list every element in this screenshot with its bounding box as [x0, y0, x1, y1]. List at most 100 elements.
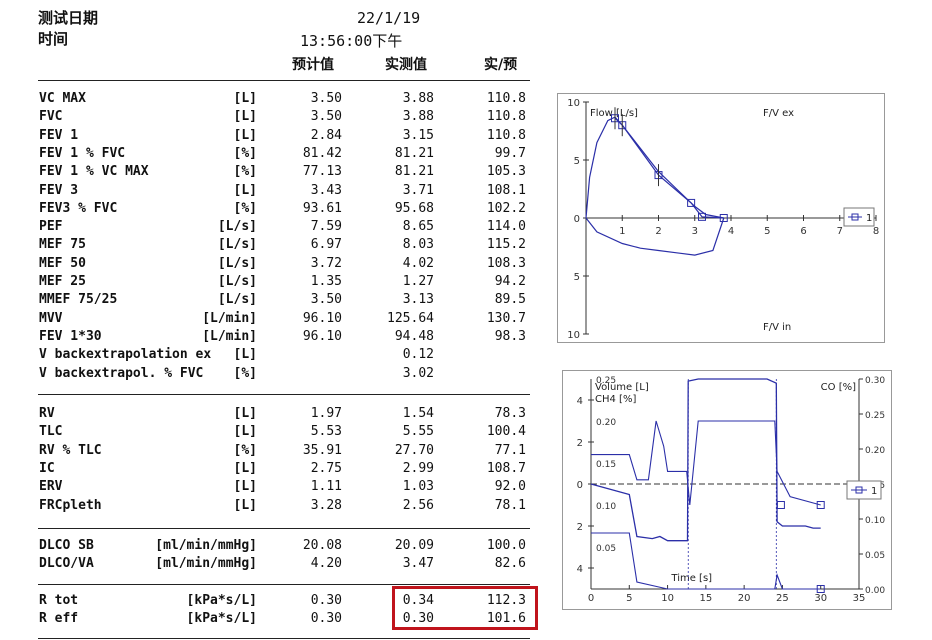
series-line: [614, 117, 724, 219]
table-row: MMEF 75/25 [L/s] 3.50 3.13 89.5: [0, 291, 540, 309]
row-predicted: 1.97: [310, 406, 342, 421]
data-point: [687, 198, 696, 207]
y-left-tick-label: 4: [577, 396, 583, 407]
y-inner-tick-label: 0.15: [596, 460, 616, 470]
y-right-tick-label: 0.25: [865, 411, 885, 421]
row-ratio: 105.3: [486, 164, 526, 180]
row-predicted: 3.50: [310, 91, 342, 106]
row-measured: 81.21: [394, 145, 434, 161]
row-unit: [L]: [233, 127, 257, 143]
row-ratio: 78.1: [494, 497, 526, 513]
table-row: MEF 50 [L/s] 3.72 4.02 108.3: [0, 255, 540, 273]
row-measured: 3.88: [402, 109, 434, 125]
row-measured: 3.88: [402, 91, 434, 106]
row-ratio: 110.8: [486, 127, 526, 143]
row-name: DLCO SB: [39, 538, 94, 553]
table-row: V backextrapolation ex [L] 0.12: [0, 346, 540, 364]
row-ratio: 110.8: [486, 91, 526, 106]
row-name: FEV3 % FVC: [39, 200, 118, 216]
row-name: R tot: [39, 593, 79, 608]
row-ratio: 110.8: [486, 109, 526, 125]
row-name: MMEF 75/25: [39, 292, 118, 308]
row-unit: [L]: [233, 347, 257, 363]
y-right-tick-label: 0.30: [865, 376, 885, 386]
data-point: [719, 214, 728, 222]
legend-marker: [851, 213, 859, 221]
row-unit: [L/s]: [217, 274, 257, 289]
row-predicted: 5.53: [310, 424, 342, 440]
x-tick-label: 3: [692, 226, 698, 237]
row-predicted: 2.84: [310, 127, 342, 143]
y-axis-label-right: CO [%]: [821, 382, 856, 393]
table-row: DLCO SB [ml/min/mmHg] 20.08 20.09 100.0: [0, 537, 540, 555]
x-tick-label: 25: [776, 593, 789, 604]
y-tick-label: 10: [567, 98, 580, 109]
series-volume: [590, 378, 821, 542]
legend-label: 1: [866, 213, 872, 224]
x-tick-label: 8: [873, 226, 879, 237]
flow-volume-chart: 1 2 3 4 5 6 7 8 10 5 0 5 10 Flow [L/s] F/V ex F/V in 1: [557, 93, 885, 343]
row-measured: 8.03: [402, 237, 434, 253]
col-measured: 实测值: [385, 57, 427, 73]
row-name: FEV 1: [39, 127, 79, 143]
row-name: MVV: [39, 310, 63, 326]
row-ratio: 82.6: [494, 556, 526, 572]
row-predicted: 3.72: [310, 255, 342, 271]
row-name: ERV: [39, 479, 63, 495]
row-predicted: 96.10: [302, 310, 342, 326]
row-measured: 0.12: [402, 347, 434, 363]
col-ratio: 实/预: [484, 57, 518, 73]
row-name: DLCO/VA: [39, 556, 94, 572]
row-name: VC MAX: [39, 91, 86, 106]
series-line: [585, 116, 724, 219]
y-tick-label: 5: [574, 272, 580, 283]
y-tick-label: 5: [574, 156, 580, 167]
y-tick-label: 0: [574, 214, 580, 225]
x-tick-label: 7: [837, 226, 843, 237]
row-name: MEF 50: [39, 255, 86, 271]
y-inner-tick-label: 0.05: [596, 544, 616, 554]
time-value: 13:56:00下午: [300, 32, 403, 50]
row-ratio: 112.3: [486, 593, 526, 608]
row-unit: [L]: [233, 109, 257, 125]
row-predicted: 77.13: [302, 164, 342, 180]
table-row: MEF 25 [L/s] 1.35 1.27 94.2: [0, 273, 540, 291]
row-name: FEV 1 % FVC: [39, 145, 126, 161]
row-measured: 2.99: [402, 460, 434, 476]
x-tick-label: 1: [619, 226, 625, 237]
data-point: [698, 212, 706, 221]
y-tick-label: 10: [567, 330, 580, 341]
series-ch4: [591, 420, 821, 506]
row-unit: [L/s]: [217, 237, 257, 253]
row-measured: 1.03: [402, 479, 434, 495]
table-row: FEV 1 % VC MAX [%] 77.13 81.21 105.3: [0, 163, 540, 181]
row-measured: 4.02: [402, 255, 434, 271]
table-row: RV [L] 1.97 1.54 78.3: [0, 405, 540, 423]
table-row: FEV3 % FVC [%] 93.61 95.68 102.2: [0, 200, 540, 218]
col-predicted: 预计值: [292, 57, 334, 73]
row-ratio: 108.1: [486, 182, 526, 198]
row-unit: [ml/min/mmHg]: [155, 538, 257, 553]
row-ratio: 77.1: [494, 442, 526, 458]
row-predicted: 0.30: [310, 593, 342, 608]
row-unit: [%]: [233, 442, 257, 458]
row-name: R eff: [39, 611, 79, 627]
row-predicted: 0.30: [310, 611, 342, 627]
row-ratio: 130.7: [486, 310, 526, 326]
row-name: IC: [39, 460, 55, 476]
row-ratio: 108.7: [486, 460, 526, 476]
y-right-tick-label: 0.00: [865, 586, 885, 596]
x-tick-label: 30: [814, 593, 827, 604]
table-row: IC [L] 2.75 2.99 108.7: [0, 460, 540, 478]
row-predicted: 3.50: [310, 109, 342, 125]
row-unit: [L/min]: [202, 310, 257, 326]
x-tick-label: 4: [728, 226, 734, 237]
row-name: V backextrapol. % FVC: [39, 365, 204, 381]
row-ratio: 102.2: [486, 200, 526, 216]
y-right-tick-label: 0.20: [865, 446, 885, 456]
row-measured: 0.30: [402, 611, 434, 627]
y-axis-label-secondary: CH4 [%]: [595, 394, 636, 405]
y-inner-tick-label: 0.25: [596, 376, 616, 386]
legend-label: 1: [871, 486, 877, 497]
row-name: V backextrapolation ex: [39, 347, 212, 363]
